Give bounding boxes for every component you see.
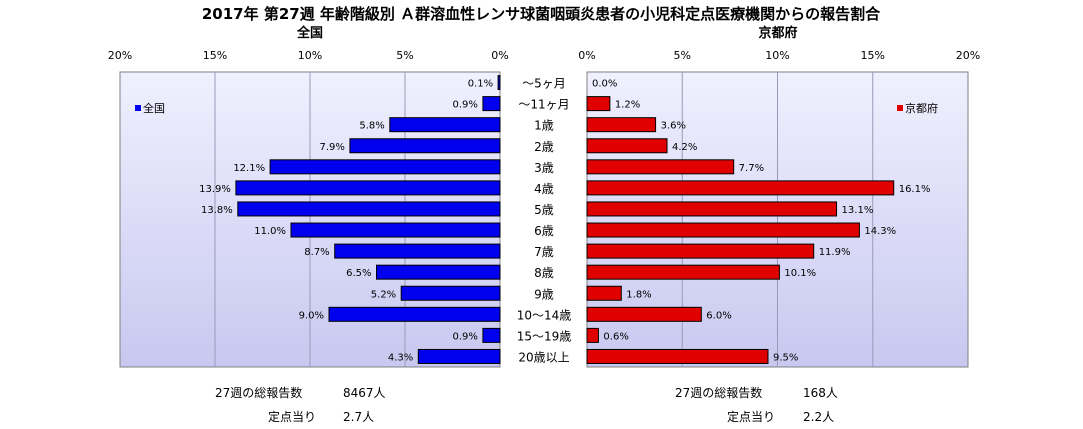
national-bar (290, 222, 501, 238)
kyoto-bar (586, 222, 860, 238)
chart-title: 2017年 第27週 年齢階級別 Ａ群溶血性レンサ球菌咽頭炎患者の小児科定点医療… (202, 5, 881, 23)
national-total-value: 8467人 (343, 386, 386, 400)
national-legend-label: 全国 (143, 101, 165, 115)
category-labels: ～5ヶ月 ～11ヶ月 1歳 2歳 3歳 4歳 5歳 6歳 7歳 8歳 9歳 10～14歳 15～19歳 2… (517, 77, 572, 365)
kyoto-bar (586, 138, 668, 154)
national-bar (376, 264, 501, 280)
left-panel-title: 全国 (296, 25, 323, 41)
national-tick-label: 15% (203, 49, 227, 62)
kyoto-tick-label: 20% (956, 49, 980, 62)
category-label: 5歳 (534, 203, 554, 217)
kyoto-data-label: 10.1% (784, 268, 816, 279)
kyoto-bar (586, 243, 815, 259)
national-tick-label: 0% (491, 49, 508, 62)
national-bar (235, 180, 501, 196)
category-label: 8歳 (534, 266, 554, 280)
national-data-label: 5.8% (359, 121, 384, 132)
national-data-label: 5.2% (371, 289, 396, 300)
national-bar (482, 327, 501, 343)
national-bar (497, 75, 501, 91)
category-label: 10～14歳 (517, 308, 572, 322)
kyoto-total-value: 168人 (803, 386, 838, 400)
national-bar (482, 96, 501, 112)
kyoto-data-label: 11.9% (819, 247, 851, 258)
national-data-label: 7.9% (319, 142, 344, 153)
kyoto-data-label: 4.2% (672, 142, 697, 153)
kyoto-total-label: 27週の総報告数 (675, 386, 763, 400)
national-bar (349, 138, 501, 154)
right-panel-title: 京都府 (758, 25, 797, 41)
national-data-label: 9.0% (299, 310, 324, 321)
national-bar (328, 306, 501, 322)
national-data-label: 13.8% (201, 205, 233, 216)
national-legend-swatch (135, 105, 141, 111)
national-bar (417, 348, 501, 364)
national-data-label: 0.9% (452, 100, 477, 111)
kyoto-bar (586, 180, 895, 196)
national-data-label: 13.9% (199, 184, 231, 195)
kyoto-tick-label: 15% (861, 49, 885, 62)
national-data-label: 0.9% (452, 331, 477, 342)
kyoto-bar (586, 117, 657, 133)
category-label: ～5ヶ月 (522, 77, 566, 91)
category-label: 7歳 (534, 245, 554, 259)
kyoto-per-value: 2.2人 (803, 410, 835, 424)
kyoto-bar (586, 264, 780, 280)
kyoto-legend-label: 京都府 (905, 101, 938, 115)
category-label: 6歳 (534, 224, 554, 238)
kyoto-data-label: 1.2% (615, 100, 640, 111)
national-data-label: 11.0% (254, 226, 286, 237)
national-data-label: 12.1% (233, 163, 265, 174)
kyoto-data-label: 13.1% (842, 205, 874, 216)
kyoto-bar (586, 201, 838, 217)
category-label: 20歳以上 (518, 350, 569, 364)
kyoto-tick-label: 10% (765, 49, 789, 62)
kyoto-data-label: 3.6% (661, 121, 686, 132)
national-per-value: 2.7人 (343, 410, 375, 424)
kyoto-data-label: 0.6% (603, 331, 628, 342)
category-label: 15～19歳 (517, 329, 572, 343)
national-tick-label: 20% (108, 49, 132, 62)
kyoto-data-label: 14.3% (864, 226, 896, 237)
national-bar (237, 201, 501, 217)
national-tick-label: 5% (396, 49, 413, 62)
kyoto-data-label: 9.5% (773, 352, 798, 363)
kyoto-bar (586, 285, 622, 301)
national-tick-label: 10% (298, 49, 322, 62)
kyoto-data-label: 1.8% (626, 289, 651, 300)
category-label: ～11ヶ月 (518, 98, 569, 112)
national-per-label: 定点当り (268, 410, 317, 424)
population-pyramid-chart: 2017年 第27週 年齢階級別 Ａ群溶血性レンサ球菌咽頭炎患者の小児科定点医療… (108, 5, 980, 368)
national-total-label: 27週の総報告数 (215, 386, 303, 400)
kyoto-bar (586, 348, 769, 364)
category-label: 9歳 (534, 287, 554, 301)
kyoto-tick-label: 5% (674, 49, 691, 62)
kyoto-bar (586, 306, 702, 322)
national-data-label: 6.5% (346, 268, 371, 279)
kyoto-bar (586, 96, 611, 112)
national-data-label: 0.1% (468, 79, 493, 90)
kyoto-data-label: 7.7% (739, 163, 764, 174)
kyoto-per-label: 定点当り (727, 410, 776, 424)
kyoto-tick-label: 0% (578, 49, 595, 62)
kyoto-data-label: 16.1% (899, 184, 931, 195)
national-bar (269, 159, 501, 175)
national-data-label: 4.3% (388, 352, 413, 363)
right-panel: 0% 5% 10% 15% 20% 0.0% 1.2% 3.6% 4.2% 7.7% 16.1% 13… (578, 49, 980, 368)
national-data-label: 8.7% (304, 247, 329, 258)
category-label: 2歳 (534, 140, 554, 154)
kyoto-bar (586, 159, 735, 175)
left-panel: 20% 15% 10% 5% 0% 0.1% 0.9% 5.8% 7.9% 12.1%13.9% 1… (108, 49, 509, 368)
kyoto-data-label: 6.0% (706, 310, 731, 321)
national-bar (400, 285, 501, 301)
category-label: 4歳 (534, 182, 554, 196)
category-label: 1歳 (534, 119, 554, 133)
national-bar (334, 243, 501, 259)
category-label: 3歳 (534, 161, 554, 175)
national-bar (389, 117, 501, 133)
kyoto-data-label: 0.0% (592, 79, 617, 90)
kyoto-bar (586, 327, 599, 343)
kyoto-legend-swatch (897, 105, 903, 111)
